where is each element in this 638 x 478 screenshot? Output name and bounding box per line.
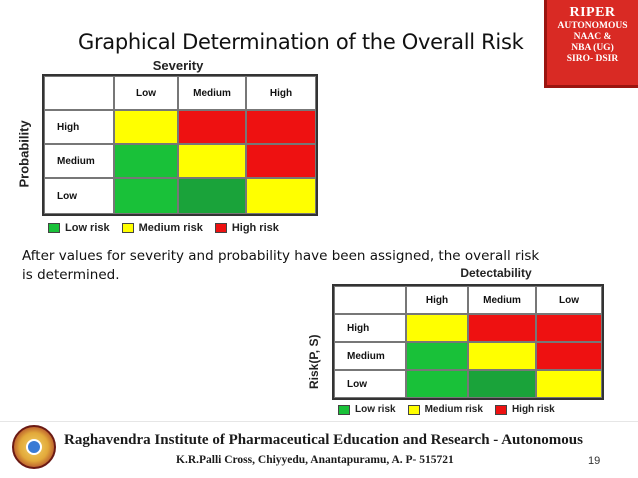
risk-cell-low bbox=[468, 370, 536, 398]
legend-item-medium: Medium risk bbox=[407, 404, 483, 415]
risk-cell-high bbox=[246, 144, 316, 178]
row-header: Medium bbox=[334, 342, 406, 370]
row-header: High bbox=[334, 314, 406, 342]
risk-cell-medium bbox=[536, 370, 602, 398]
severity-axis-label: Severity bbox=[152, 58, 204, 73]
risk-cell-low bbox=[406, 370, 468, 398]
legend-swatch bbox=[494, 404, 507, 415]
risk-cell-low bbox=[114, 144, 178, 178]
grid-corner bbox=[44, 76, 114, 110]
legend-item-medium: Medium risk bbox=[121, 222, 203, 234]
legend-item-high: High risk bbox=[494, 404, 555, 415]
risk-cell-medium bbox=[468, 342, 536, 370]
col-header: Low bbox=[536, 286, 602, 314]
badge-line: NAAC & bbox=[573, 32, 612, 42]
legend: Low risk Medium risk High risk bbox=[48, 222, 291, 234]
footer-divider bbox=[0, 421, 638, 422]
badge-line: NBA (UG) bbox=[571, 43, 614, 53]
risk-ps-axis-label: Risk(P, S) bbox=[307, 334, 321, 389]
riper-badge: RIPER AUTONOMOUS NAAC & NBA (UG) SIRO- D… bbox=[544, 0, 638, 88]
grid-corner bbox=[334, 286, 406, 314]
row-header: Medium bbox=[44, 144, 114, 178]
legend-swatch bbox=[338, 404, 350, 415]
institute-logo-icon bbox=[12, 425, 56, 469]
detectability-risk-matrix: Detectability Risk(P, S) High Medium Low… bbox=[306, 266, 606, 418]
risk-cell-medium bbox=[246, 178, 316, 214]
legend-swatch bbox=[214, 223, 227, 233]
body-text: After values for severity and probabilit… bbox=[22, 248, 540, 283]
col-header: Medium bbox=[468, 286, 536, 314]
legend: Low risk Medium risk High risk bbox=[338, 404, 567, 415]
legend-item-low: Low risk bbox=[48, 222, 110, 234]
institution-name: Raghavendra Institute of Pharmaceutical … bbox=[64, 432, 583, 448]
risk-cell-low bbox=[114, 178, 178, 214]
col-header: Medium bbox=[178, 76, 246, 110]
risk-cell-high bbox=[536, 314, 602, 342]
legend-swatch bbox=[48, 223, 60, 233]
probability-axis-label: Probability bbox=[16, 120, 32, 188]
row-header: Low bbox=[334, 370, 406, 398]
legend-item-low: Low risk bbox=[338, 404, 396, 415]
col-header: High bbox=[246, 76, 316, 110]
risk-cell-high bbox=[246, 110, 316, 144]
badge-line: SIRO- DSIR bbox=[566, 54, 619, 64]
legend-swatch bbox=[121, 223, 134, 233]
slide-title: Graphical Determination of the Overall R… bbox=[78, 30, 524, 54]
risk-cell-high bbox=[536, 342, 602, 370]
risk-cell-high bbox=[468, 314, 536, 342]
risk-cell-low bbox=[406, 342, 468, 370]
badge-title: RIPER bbox=[569, 5, 616, 20]
risk-cell-high bbox=[178, 110, 246, 144]
detectability-axis-label: Detectability bbox=[460, 266, 532, 280]
severity-probability-matrix: Severity Probability Low Medium High Hig… bbox=[16, 58, 318, 236]
col-header: Low bbox=[114, 76, 178, 110]
badge-line: AUTONOMOUS bbox=[557, 21, 628, 31]
risk-cell-medium bbox=[178, 144, 246, 178]
risk-cell-medium bbox=[114, 110, 178, 144]
risk-cell-medium bbox=[406, 314, 468, 342]
row-header: High bbox=[44, 110, 114, 144]
col-header: High bbox=[406, 286, 468, 314]
legend-swatch bbox=[407, 404, 420, 415]
risk-grid: High Medium Low High Medium Low bbox=[332, 284, 604, 400]
risk-grid: Low Medium High High Medium Low bbox=[42, 74, 318, 216]
row-header: Low bbox=[44, 178, 114, 214]
institution-address: K.R.Palli Cross, Chiyyedu, Anantapuramu,… bbox=[176, 454, 454, 466]
page-number: 19 bbox=[588, 455, 601, 467]
risk-cell-low bbox=[178, 178, 246, 214]
legend-item-high: High risk bbox=[214, 222, 279, 234]
